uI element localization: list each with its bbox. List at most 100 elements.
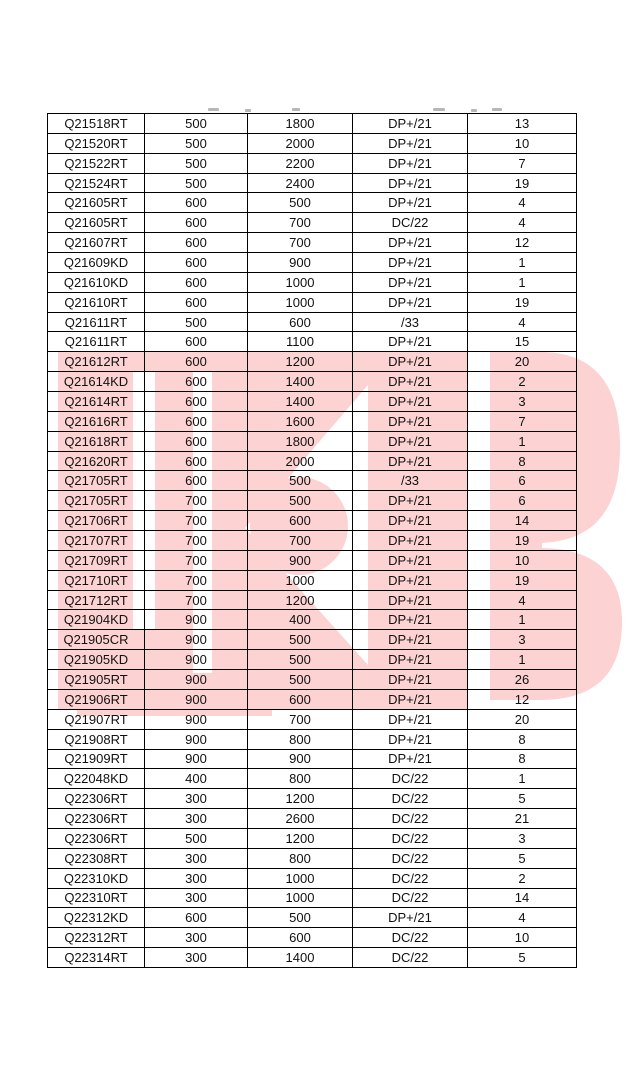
cell-dim1: 500	[144, 132, 248, 154]
cell-part-number: Q21614KD	[47, 371, 145, 393]
cell-dim2: 1200	[247, 589, 353, 611]
cell-dim1: 500	[144, 152, 248, 174]
cell-dim2: 700	[247, 212, 353, 234]
cell-spec: DP+/21	[352, 232, 468, 254]
cell-spec: DP+/21	[352, 430, 468, 452]
cell-spec: DC/22	[352, 847, 468, 869]
cell-part-number: Q22048KD	[47, 768, 145, 790]
cell-dim1: 300	[144, 927, 248, 949]
cell-part-number: Q21706RT	[47, 510, 145, 532]
cell-spec: DP+/21	[352, 331, 468, 353]
cell-dim2: 500	[247, 490, 353, 512]
cell-dim2: 500	[247, 470, 353, 492]
cell-part-number: Q21610KD	[47, 271, 145, 293]
cell-spec: DP+/21	[352, 569, 468, 591]
table-row: Q21709RT 700 900 DP+/21 10	[47, 549, 577, 571]
cropped-text-remnant	[471, 109, 477, 112]
cell-dim2: 1400	[247, 371, 353, 393]
table-row: Q21707RT 700 700 DP+/21 19	[47, 530, 577, 551]
cell-qty: 19	[467, 530, 577, 551]
cell-spec: DP+/21	[352, 192, 468, 214]
table-row: Q22308RT 300 800 DC/22 5	[47, 847, 577, 869]
cell-spec: DP+/21	[352, 113, 468, 134]
cell-dim2: 700	[247, 232, 353, 254]
cell-dim2: 900	[247, 252, 353, 273]
cell-spec: DP+/21	[352, 728, 468, 750]
cell-dim2: 2000	[247, 132, 353, 154]
cell-qty: 4	[467, 589, 577, 611]
cell-spec: DP+/21	[352, 371, 468, 393]
cell-part-number: Q21610RT	[47, 291, 145, 313]
cell-dim1: 700	[144, 589, 248, 611]
cell-dim2: 1200	[247, 827, 353, 849]
cell-dim1: 900	[144, 728, 248, 750]
table-row: Q22306RT 500 1200 DC/22 3	[47, 827, 577, 849]
cell-dim1: 700	[144, 549, 248, 571]
cell-dim2: 1100	[247, 331, 353, 353]
table-row: Q21905KD 900 500 DP+/21 1	[47, 649, 577, 671]
cell-qty: 4	[467, 192, 577, 214]
cell-dim1: 900	[144, 669, 248, 690]
cell-qty: 2	[467, 371, 577, 393]
cell-qty: 3	[467, 391, 577, 412]
cell-part-number: Q21710RT	[47, 569, 145, 591]
cell-dim1: 600	[144, 331, 248, 353]
cell-dim1: 600	[144, 271, 248, 293]
table-row: Q21618RT 600 1800 DP+/21 1	[47, 430, 577, 452]
table-row: Q21609KD 600 900 DP+/21 1	[47, 252, 577, 273]
cell-spec: DC/22	[352, 788, 468, 810]
cell-qty: 1	[467, 768, 577, 790]
table-row: Q22312KD 600 500 DP+/21 4	[47, 907, 577, 929]
cell-dim1: 900	[144, 748, 248, 770]
cell-dim1: 600	[144, 351, 248, 373]
cell-qty: 1	[467, 609, 577, 631]
cell-spec: DP+/21	[352, 450, 468, 472]
cell-dim2: 2200	[247, 152, 353, 174]
cell-part-number: Q22312RT	[47, 927, 145, 949]
cell-dim1: 900	[144, 688, 248, 710]
cell-dim1: 700	[144, 510, 248, 532]
cell-dim2: 2000	[247, 450, 353, 472]
cropped-text-remnant	[492, 108, 502, 111]
cell-dim2: 1400	[247, 391, 353, 412]
cell-dim2: 500	[247, 629, 353, 651]
cell-qty: 19	[467, 569, 577, 591]
table-row: Q21705RT 600 500/33 6	[47, 470, 577, 492]
cell-part-number: Q22308RT	[47, 847, 145, 869]
cell-part-number: Q21709RT	[47, 549, 145, 571]
cell-part-number: Q21905KD	[47, 649, 145, 671]
cell-qty: 10	[467, 549, 577, 571]
table-row: Q21524RT 500 2400 DP+/21 19	[47, 172, 577, 194]
cell-part-number: Q21707RT	[47, 530, 145, 551]
cell-dim2: 400	[247, 609, 353, 631]
table-row: Q22310KD 300 1000 DC/22 2	[47, 867, 577, 889]
cell-dim2: 900	[247, 748, 353, 770]
cell-part-number: Q21907RT	[47, 708, 145, 730]
cell-dim2: 500	[247, 669, 353, 690]
cell-part-number: Q22310RT	[47, 887, 145, 909]
cell-qty: 10	[467, 927, 577, 949]
cell-spec: DP+/21	[352, 748, 468, 770]
cell-qty: 5	[467, 947, 577, 968]
cell-spec: DP+/21	[352, 708, 468, 730]
cell-spec: DP+/21	[352, 669, 468, 690]
cell-part-number: Q21905CR	[47, 629, 145, 651]
cell-part-number: Q21518RT	[47, 113, 145, 134]
cell-dim2: 500	[247, 649, 353, 671]
cell-dim1: 600	[144, 450, 248, 472]
cell-part-number: Q21605RT	[47, 212, 145, 234]
cropped-text-remnant	[433, 108, 445, 111]
cell-dim2: 900	[247, 549, 353, 571]
cell-spec: DP+/21	[352, 907, 468, 929]
table-row: Q22306RT 300 1200 DC/22 5	[47, 788, 577, 810]
cell-qty: 1	[467, 252, 577, 273]
table-row: Q21908RT 900 800 DP+/21 8	[47, 728, 577, 750]
cell-dim2: 600	[247, 510, 353, 532]
cell-dim2: 600	[247, 927, 353, 949]
table-row: Q21710RT 700 1000 DP+/21 19	[47, 569, 577, 591]
table-row: Q21605RT 600 500 DP+/21 4	[47, 192, 577, 214]
cell-dim1: 300	[144, 887, 248, 909]
cell-dim2: 700	[247, 708, 353, 730]
cell-dim2: 500	[247, 192, 353, 214]
